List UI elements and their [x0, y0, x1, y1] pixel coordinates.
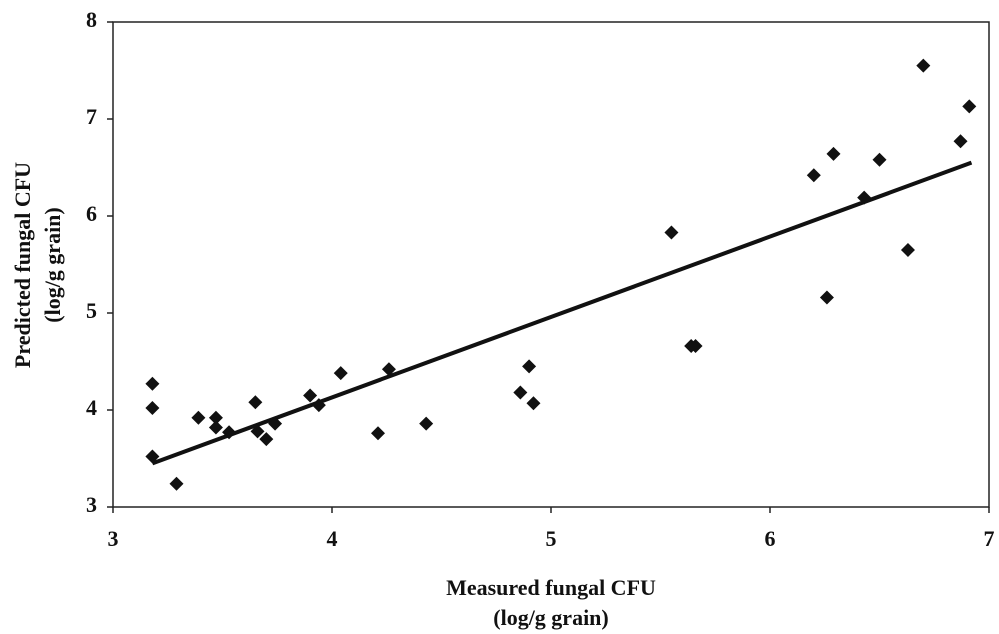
y-axis-title-line: (log/g grain): [40, 207, 65, 323]
x-axis-title-line: (log/g grain): [493, 605, 609, 630]
point: [962, 99, 977, 114]
point: [259, 432, 274, 447]
plot-frame: [112, 21, 990, 508]
point: [513, 385, 528, 400]
point: [208, 420, 223, 435]
y-tick-label: 5: [86, 298, 97, 323]
x-tick-label: 4: [327, 526, 338, 551]
x-tick-label: 5: [546, 526, 557, 551]
point: [526, 396, 541, 411]
point: [664, 225, 679, 240]
y-tick-label: 8: [86, 7, 97, 32]
y-tick-label: 7: [86, 104, 97, 129]
point: [333, 366, 348, 381]
point: [857, 190, 872, 205]
y-tick-label: 6: [86, 201, 97, 226]
x-tick-label: 6: [765, 526, 776, 551]
x-tick-label: 7: [984, 526, 995, 551]
trend-line: [151, 160, 973, 466]
point: [819, 290, 834, 305]
point: [953, 134, 968, 149]
y-axis-title: Predicted fungal CFU (log/g grain): [10, 162, 65, 368]
point: [900, 242, 915, 257]
point: [370, 426, 385, 441]
point: [826, 146, 841, 161]
point: [381, 362, 396, 377]
y-axis-title-line: Predicted fungal CFU: [10, 162, 35, 368]
point: [169, 476, 184, 491]
point: [145, 449, 160, 464]
point: [208, 410, 223, 425]
point: [311, 398, 326, 413]
x-axis-title-line: Measured fungal CFU: [446, 575, 656, 600]
point: [145, 376, 160, 391]
point: [419, 416, 434, 431]
point: [303, 388, 318, 403]
y-tick-label: 3: [86, 492, 97, 517]
point: [872, 152, 887, 167]
x-axis-title: Measured fungal CFU (log/g grain): [446, 575, 656, 630]
y-tick-label: 4: [86, 395, 97, 420]
point: [522, 359, 537, 374]
point: [806, 168, 821, 183]
x-tick-label: 3: [108, 526, 119, 551]
point: [145, 401, 160, 416]
point: [250, 424, 265, 439]
point: [222, 425, 237, 440]
point: [191, 410, 206, 425]
point: [688, 338, 703, 353]
point: [916, 58, 931, 73]
point: [268, 416, 283, 431]
point: [248, 395, 263, 410]
